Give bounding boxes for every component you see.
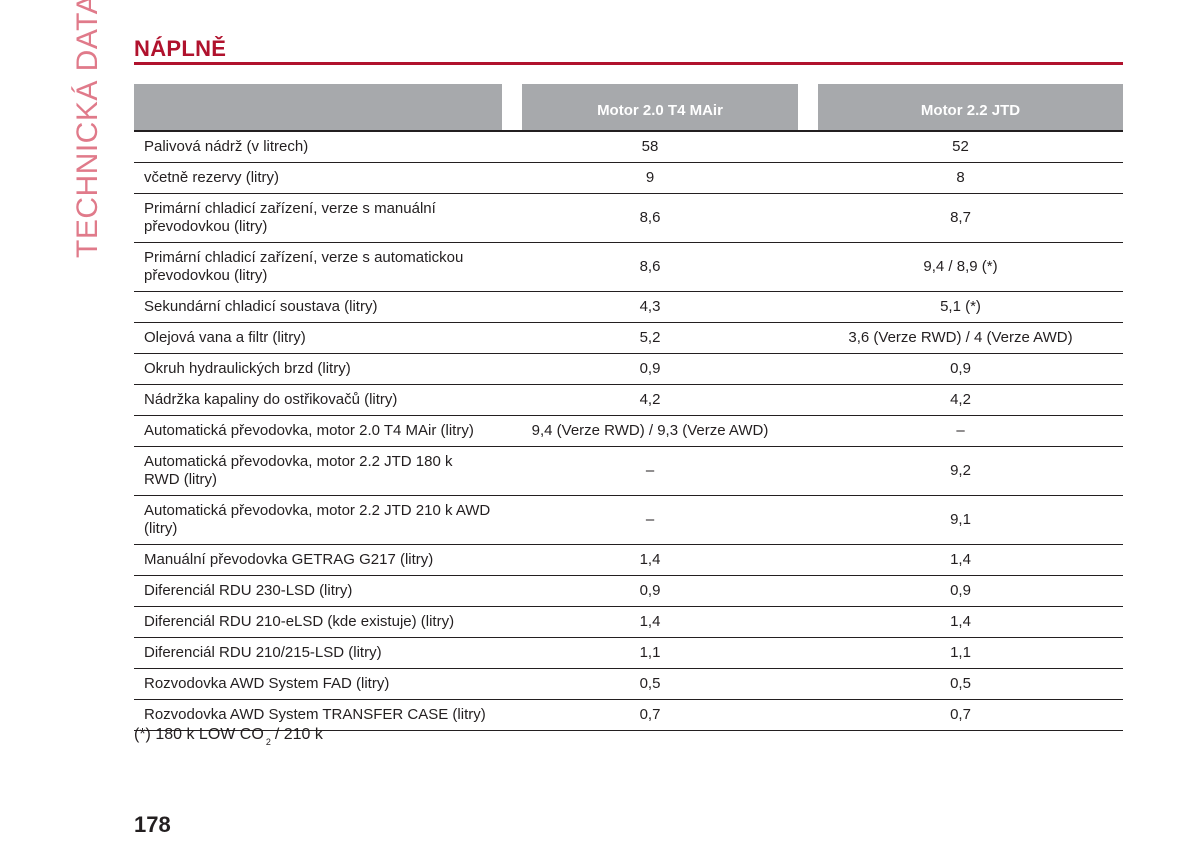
value-petrol: 8,6	[502, 242, 798, 292]
table-row: Olejová vana a filtr (litry) 5,2 3,6 (Verz…	[134, 322, 1123, 354]
table-row: Automatická převodovka, motor 2.2 JTD 21…	[134, 495, 1123, 545]
value-petrol: 58	[502, 131, 798, 163]
value-petrol: 0,5	[502, 668, 798, 700]
value-diesel: 52	[798, 131, 1123, 163]
value-diesel: 5,1 (*)	[798, 291, 1123, 323]
footnote-suffix: / 210 k	[274, 726, 323, 743]
row-label: Automatická převodovka, motor 2.2 JTD 18…	[134, 446, 502, 496]
value-diesel: 1,4	[798, 606, 1123, 638]
row-label: Automatická převodovka, motor 2.2 JTD 21…	[134, 495, 502, 545]
value-petrol: 1,4	[502, 544, 798, 576]
row-label: včetně rezervy (litry)	[134, 162, 502, 194]
page-heading: NÁPLNĚ	[134, 36, 227, 61]
value-diesel: 3,6 (Verze RWD) / 4 (Verze AWD)	[798, 322, 1123, 354]
footnote: (*) 180 k LOW CO 2/ 210 k	[134, 726, 323, 747]
value-petrol: 0,7	[502, 699, 798, 731]
row-label: Rozvodovka AWD System TRANSFER CASE (lit…	[134, 699, 502, 731]
row-label: Automatická převodovka, motor 2.0 T4 MAi…	[134, 415, 502, 447]
value-petrol: 9	[502, 162, 798, 194]
value-diesel: 4,2	[798, 384, 1123, 416]
row-label: Diferenciál RDU 230-LSD (litry)	[134, 575, 502, 607]
table-row: Rozvodovka AWD System TRANSFER CASE (lit…	[134, 699, 1123, 731]
value-petrol: –	[502, 495, 798, 545]
value-diesel: 0,9	[798, 353, 1123, 385]
table-row: Manuální převodovka GETRAG G217 (litry) 1…	[134, 544, 1123, 576]
value-petrol: 4,3	[502, 291, 798, 323]
value-petrol: 0,9	[502, 353, 798, 385]
row-label: Palivová nádrž (v litrech)	[134, 131, 502, 163]
header-gap	[502, 84, 522, 132]
table-body: Palivová nádrž (v litrech) 58 52 včetně rez…	[134, 131, 1123, 731]
row-label: Nádržka kapaliny do ostřikovačů (litry)	[134, 384, 502, 416]
value-petrol: 4,2	[502, 384, 798, 416]
row-label: Primární chladicí zařízení, verze s manu…	[134, 193, 502, 243]
table-row: Diferenciál RDU 230-LSD (litry) 0,9 0,9	[134, 575, 1123, 607]
value-diesel: 8	[798, 162, 1123, 194]
table-row: Automatická převodovka, motor 2.0 T4 MAi…	[134, 415, 1123, 447]
page-number: 178	[134, 812, 171, 837]
value-petrol: 9,4 (Verze RWD) / 9,3 (Verze AWD)	[502, 415, 798, 447]
table-row: Okruh hydraulických brzd (litry) 0,9 0,9	[134, 353, 1123, 385]
row-label: Olejová vana a filtr (litry)	[134, 322, 502, 354]
section-side-title: TECHNICKÁ DATA	[71, 0, 104, 258]
capacities-table: Motor 2.0 T4 MAir Motor 2.2 JTD Palivová…	[134, 84, 1123, 731]
table-row: Diferenciál RDU 210-eLSD (kde existuje) …	[134, 606, 1123, 638]
table-row: Primární chladicí zařízení, verze s auto…	[134, 242, 1123, 292]
table-row: včetně rezervy (litry) 9 8	[134, 162, 1123, 194]
value-diesel: 9,2	[798, 446, 1123, 496]
row-label: Okruh hydraulických brzd (litry)	[134, 353, 502, 385]
value-diesel: 0,5	[798, 668, 1123, 700]
row-label: Sekundární chladicí soustava (litry)	[134, 291, 502, 323]
value-petrol: 8,6	[502, 193, 798, 243]
value-diesel: 0,9	[798, 575, 1123, 607]
row-label: Diferenciál RDU 210/215-LSD (litry)	[134, 637, 502, 669]
value-diesel: 0,7	[798, 699, 1123, 731]
table-row: Palivová nádrž (v litrech) 58 52	[134, 131, 1123, 163]
value-petrol: 1,1	[502, 637, 798, 669]
header-engine-petrol: Motor 2.0 T4 MAir	[522, 84, 798, 132]
value-diesel: –	[798, 415, 1123, 447]
table-row: Diferenciál RDU 210/215-LSD (litry) 1,1 1,…	[134, 637, 1123, 669]
value-diesel: 8,7	[798, 193, 1123, 243]
footnote-prefix: (*) 180 k LOW CO	[134, 726, 264, 743]
value-diesel: 9,1	[798, 495, 1123, 545]
row-label: Rozvodovka AWD System FAD (litry)	[134, 668, 502, 700]
value-petrol: 5,2	[502, 322, 798, 354]
table-row: Nádržka kapaliny do ostřikovačů (litry) 4…	[134, 384, 1123, 416]
row-label: Manuální převodovka GETRAG G217 (litry)	[134, 544, 502, 576]
value-petrol: –	[502, 446, 798, 496]
header-blank-cell	[134, 84, 502, 132]
value-petrol: 1,4	[502, 606, 798, 638]
table-row: Sekundární chladicí soustava (litry) 4,3 5…	[134, 291, 1123, 323]
table-row: Automatická převodovka, motor 2.2 JTD 18…	[134, 446, 1123, 496]
header-engine-diesel: Motor 2.2 JTD	[818, 84, 1123, 132]
value-diesel: 1,1	[798, 637, 1123, 669]
value-diesel: 1,4	[798, 544, 1123, 576]
header-gap	[798, 84, 818, 132]
heading-rule	[134, 62, 1123, 65]
row-label: Diferenciál RDU 210-eLSD (kde existuje) …	[134, 606, 502, 638]
row-label: Primární chladicí zařízení, verze s auto…	[134, 242, 502, 292]
footnote-subscript: 2	[265, 737, 271, 747]
value-diesel: 9,4 / 8,9 (*)	[798, 242, 1123, 292]
table-header-row: Motor 2.0 T4 MAir Motor 2.2 JTD	[134, 84, 1123, 132]
table-row: Rozvodovka AWD System FAD (litry) 0,5 0,5	[134, 668, 1123, 700]
table-row: Primární chladicí zařízení, verze s manu…	[134, 193, 1123, 243]
value-petrol: 0,9	[502, 575, 798, 607]
